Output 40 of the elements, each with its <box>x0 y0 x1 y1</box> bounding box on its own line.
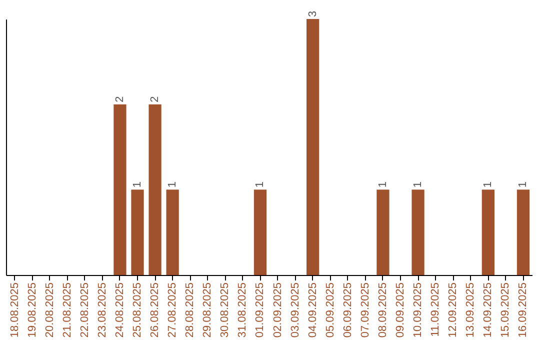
x-tick-label: 28.08.2025 <box>184 282 196 338</box>
x-tick-label: 07.09.2025 <box>359 282 372 338</box>
data-label: 2 <box>114 96 126 102</box>
data-label: 1 <box>376 182 389 188</box>
data-label: 1 <box>254 182 266 188</box>
x-tick-label: 04.09.2025 <box>306 282 319 338</box>
data-label: 2 <box>149 96 162 102</box>
x-tick-label: 18.08.2025 <box>8 282 21 338</box>
x-tick-label: 27.08.2025 <box>166 282 179 338</box>
x-tick-label: 14.09.2025 <box>482 282 494 338</box>
x-tick-label: 23.08.2025 <box>96 282 108 338</box>
x-tick-label: 12.09.2025 <box>447 282 460 338</box>
data-label: 1 <box>132 182 144 188</box>
x-tick-label: 30.08.2025 <box>219 282 232 338</box>
x-tick-label: 21.08.2025 <box>61 282 74 338</box>
x-tick-label: 10.09.2025 <box>412 282 424 338</box>
x-tick-label: 03.09.2025 <box>289 282 302 338</box>
x-tick-label: 06.09.2025 <box>342 282 354 338</box>
x-tick-label: 05.09.2025 <box>324 282 336 338</box>
x-tick-label: 01.09.2025 <box>254 282 266 338</box>
x-tick-label: 29.08.2025 <box>202 282 214 338</box>
data-label: 1 <box>412 182 424 188</box>
x-tick-label: 09.09.2025 <box>394 282 406 338</box>
x-tick-label: 22.08.2025 <box>78 282 91 338</box>
x-tick-label: 25.08.2025 <box>132 282 144 338</box>
x-tick-label: 02.09.2025 <box>272 282 284 338</box>
data-label: 1 <box>482 182 494 188</box>
x-tick-label: 11.09.2025 <box>430 282 442 337</box>
data-label: 1 <box>166 182 179 188</box>
x-tick-label: 19.08.2025 <box>26 282 38 338</box>
x-tick-label: 15.09.2025 <box>500 282 512 338</box>
x-tick-label: 26.08.2025 <box>149 282 162 338</box>
x-tick-label: 24.08.2025 <box>114 282 126 338</box>
x-tick-label: 31.08.2025 <box>236 282 249 338</box>
x-tick-label: 16.09.2025 <box>517 282 530 338</box>
x-tick-label: 13.09.2025 <box>464 282 477 338</box>
x-tick-label: 08.09.2025 <box>376 282 389 338</box>
data-label: 1 <box>517 182 530 188</box>
data-label: 3 <box>306 10 319 17</box>
x-tick-label: 20.08.2025 <box>44 282 56 338</box>
